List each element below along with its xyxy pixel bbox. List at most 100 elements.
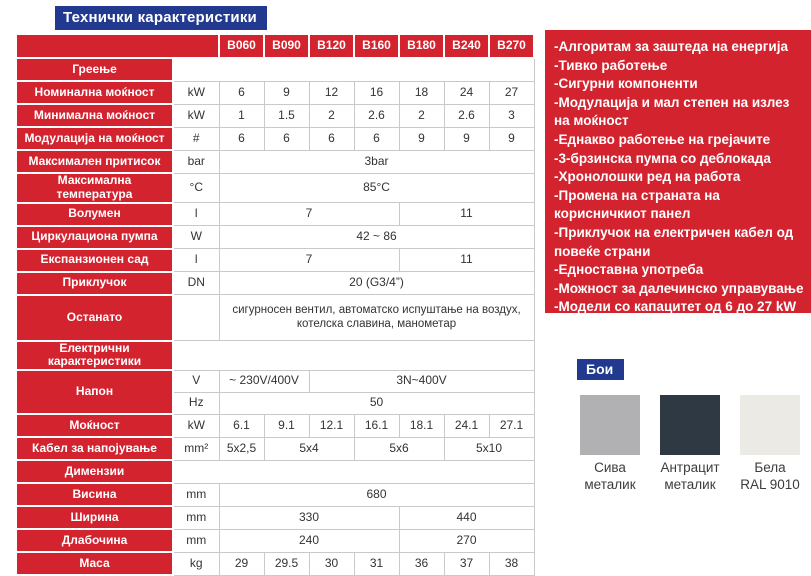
value-cell: 6 — [218, 80, 265, 105]
table-row: Маса kg 29 29.5 30 31 36 37 38 — [15, 551, 535, 576]
unit-cell: DN — [172, 271, 220, 296]
feature-item: -Тивко работење — [554, 57, 668, 73]
feature-item: -Едноставна употреба — [554, 262, 704, 278]
value-cell: 240 — [218, 528, 400, 553]
row-label: Експанзионен сад — [15, 247, 174, 273]
section-row: Греење — [15, 57, 535, 82]
unit-cell: kg — [172, 551, 220, 576]
table-row: Останато сигурносен вентил, автоматско и… — [15, 293, 535, 342]
row-label: Циркулациона пумпа — [15, 224, 174, 250]
value-cell: 270 — [398, 528, 535, 553]
feature-item: -Еднакво работење на грејачите — [554, 131, 771, 147]
row-label: Ширина — [15, 505, 174, 531]
table-row: Модулација на моќност # 6 6 6 6 9 9 9 — [15, 126, 535, 151]
column-header: B120 — [308, 33, 355, 59]
value-cell: 5x4 — [263, 436, 355, 461]
table-row: Моќност kW 6.1 9.1 12.1 16.1 18.1 24.1 2… — [15, 413, 535, 439]
color-swatch-anthracite — [660, 395, 720, 455]
column-header: B090 — [263, 33, 310, 59]
feature-item: -Алгоритам за заштеда на енергија — [554, 39, 788, 54]
swatch-label: Антрацит металик — [660, 460, 720, 492]
table-row: Експанзионен сад l 7 11 — [15, 247, 535, 273]
unit-cell: kW — [172, 413, 220, 438]
table-row: Hz 50 — [16, 391, 535, 415]
value-cell: 37 — [443, 551, 490, 576]
table-row: Номинална моќност kW 6 9 12 16 18 24 27 — [15, 80, 535, 105]
row-label: Маса — [15, 551, 174, 576]
table-row: Циркулациона пумпа W 42 ~ 86 — [15, 224, 535, 250]
swatch-item: Антрацит металик — [657, 395, 723, 494]
value-cell: 6 — [218, 126, 265, 151]
value-cell: 38 — [488, 551, 535, 576]
unit-cell: # — [172, 126, 220, 151]
value-cell: 6 — [353, 126, 400, 151]
column-header: B240 — [443, 33, 490, 59]
table-row: Ширина mm 330 440 — [15, 505, 535, 531]
section-label: Димензии — [15, 459, 174, 485]
value-cell: 2.6 — [443, 103, 490, 128]
row-label: Кабел за напојување — [15, 436, 174, 462]
unit-cell: mm — [172, 482, 220, 507]
section-spacer — [172, 57, 535, 82]
value-cell: 18.1 — [398, 413, 445, 438]
row-label: Минимална моќност — [15, 103, 174, 128]
row-label: Висина — [15, 482, 174, 508]
table-row: Минимална моќност kW 1 1.5 2 2.6 2 2.6 3 — [15, 103, 535, 128]
value-cell: 2 — [308, 103, 355, 128]
table-row: Максимална температура °C 85°C — [15, 172, 535, 204]
value-cell: 440 — [398, 505, 535, 530]
value-cell: 24 — [443, 80, 490, 105]
value-cell: 9 — [443, 126, 490, 151]
value-cell: 1.5 — [263, 103, 310, 128]
value-cell: 29 — [218, 551, 265, 576]
value-cell: 6 — [308, 126, 355, 151]
column-header: B270 — [488, 33, 535, 59]
row-label: Останато — [15, 293, 174, 342]
column-header: B180 — [398, 33, 445, 59]
row-label: Максимална температура — [15, 172, 174, 204]
value-cell: 27 — [488, 80, 535, 105]
column-header: B160 — [353, 33, 400, 59]
unit-cell: mm — [172, 528, 220, 553]
value-cell: 30 — [308, 551, 355, 576]
section-row: Електрични карактеристики — [15, 339, 535, 372]
table-row: Висина mm 680 — [15, 482, 535, 508]
colors-title: Бои — [577, 359, 625, 380]
color-swatch-gray — [580, 395, 640, 455]
page-title: Технички карактеристики — [55, 6, 267, 30]
header-empty-cell — [15, 33, 220, 59]
value-cell: 2 — [398, 103, 445, 128]
feature-item: -Промена на страната на корисничкиот пан… — [554, 187, 720, 222]
value-cell: 11 — [398, 248, 535, 273]
value-cell: 3bar — [218, 149, 535, 174]
row-label: Максимален притисок — [15, 149, 174, 174]
feature-item: -Можност за далечинско управување — [554, 280, 804, 296]
value-cell: 20 (G3/4”) — [218, 271, 535, 296]
unit-cell: bar — [172, 149, 220, 174]
value-cell: 6.1 — [218, 413, 265, 438]
section-spacer — [172, 340, 535, 371]
value-cell: 24.1 — [443, 413, 490, 438]
unit-cell: mm — [172, 505, 220, 530]
value-cell: 11 — [398, 202, 535, 227]
swatch-row: Сива металик Антрацит металик Бела RAL 9… — [577, 395, 803, 494]
row-label: Модулација на моќност — [15, 126, 174, 151]
swatch-item: Сива металик — [577, 395, 643, 494]
value-cell: 5x6 — [353, 436, 445, 461]
table-row: Приклучок DN 20 (G3/4”) — [15, 270, 535, 296]
unit-cell: kW — [172, 80, 220, 105]
value-cell: 9 — [488, 126, 535, 151]
unit-cell: °C — [172, 172, 220, 204]
value-cell: 12.1 — [308, 413, 355, 438]
row-label: Моќност — [15, 413, 174, 439]
value-cell: 9 — [263, 80, 310, 105]
feature-item: -3-брзинска пумпа со деблокада — [554, 150, 771, 166]
value-cell: 1 — [218, 103, 265, 128]
value-cell: 18 — [398, 80, 445, 105]
unit-cell: mm² — [172, 436, 220, 461]
feature-item: -Модулација и мал степен на излез на моќ… — [554, 94, 790, 129]
unit-cell: V — [172, 369, 220, 393]
value-cell: ~ 230V/400V — [218, 369, 310, 393]
unit-cell: kW — [172, 103, 220, 128]
features-panel: -Алгоритам за заштеда на енергија -Тивко… — [545, 30, 811, 314]
